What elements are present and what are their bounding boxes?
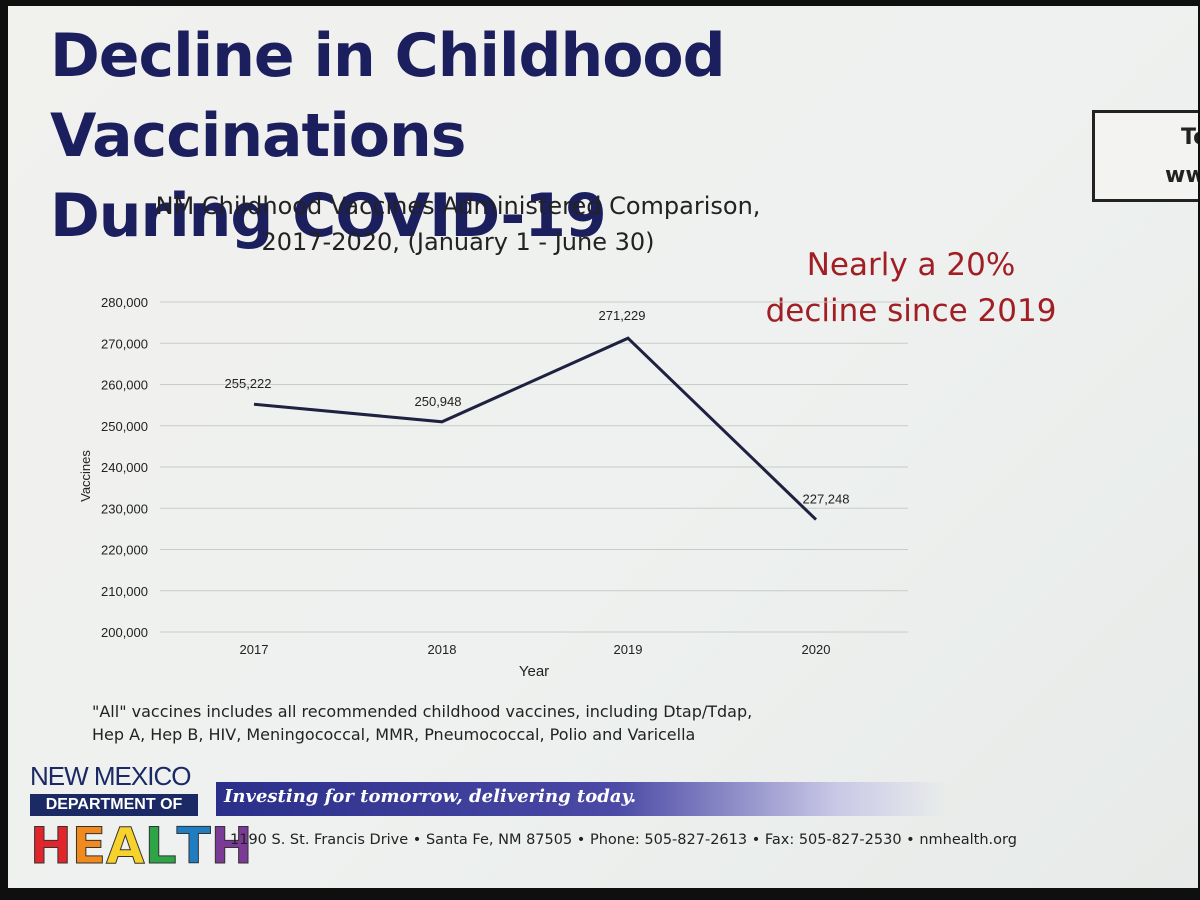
y-axis-label: Vaccines <box>78 450 93 502</box>
logo-health-letter: E <box>71 817 107 876</box>
y-tick-label: 270,000 <box>101 336 148 351</box>
chart-footnote: "All" vaccines includes all recommended … <box>92 700 812 746</box>
chart-footnote-line-1: "All" vaccines includes all recommended … <box>92 702 753 721</box>
logo-health-letter: H <box>30 817 73 876</box>
logo-department-of: DEPARTMENT OF <box>30 794 198 816</box>
slide-title: Decline in Childhood Vaccinations During… <box>50 16 1110 256</box>
series-line <box>253 336 818 521</box>
line-chart: 200,000 210,000 220,000 230,000 240,000 250,0… <box>78 295 908 680</box>
slide: Decline in Childhood Vaccinations During… <box>8 6 1198 888</box>
data-label: 255,222 <box>225 376 272 391</box>
slide-title-line-2: During COVID-19 <box>50 181 607 251</box>
y-tick-label: 240,000 <box>101 460 148 475</box>
data-label: 271,229 <box>599 308 646 323</box>
chart-title: NM Childhood Vaccines Administered Compa… <box>108 188 808 260</box>
x-tick-label: 2019 <box>614 642 643 657</box>
logo-health-letter: H <box>210 817 253 876</box>
callout-text-line-2: ww <box>1165 163 1198 188</box>
slide-title-line-1: Decline in Childhood Vaccinations <box>50 21 726 171</box>
y-tick-label: 260,000 <box>101 378 148 393</box>
x-tick-label: 2020 <box>802 642 831 657</box>
y-tick-label: 250,000 <box>101 419 148 434</box>
callout-text-line-1: To <box>1181 125 1198 150</box>
decline-annotation-line-1: Nearly a 20% <box>806 247 1016 283</box>
cropped-callout-box: To ww <box>1092 110 1198 202</box>
slogan-banner: Investing for tomorrow, delivering today… <box>216 782 946 816</box>
y-tick-label: 220,000 <box>101 543 148 558</box>
y-tick-labels: 200,000 210,000 220,000 230,000 240,000 250,0… <box>101 295 148 640</box>
y-tick-label: 230,000 <box>101 501 148 516</box>
x-axis-label: Year <box>519 663 549 680</box>
logo-health-letter: T <box>176 817 211 876</box>
chart-title-line-1: NM Childhood Vaccines Administered Compa… <box>155 192 761 220</box>
chart-title-line-2: 2017-2020, (January 1 - June 30) <box>261 228 655 256</box>
x-tick-labels: 2017 2018 2019 2020 <box>240 642 831 657</box>
contact-address: 1190 S. St. Francis Drive • Santa Fe, NM… <box>230 832 1017 848</box>
data-label: 227,248 <box>803 492 850 507</box>
y-tick-label: 210,000 <box>101 584 148 599</box>
x-tick-label: 2018 <box>428 642 457 657</box>
decline-annotation-line-2: decline since 2019 <box>765 293 1057 329</box>
logo-new-mexico: NEW MEXICO <box>30 761 191 791</box>
decline-annotation: Nearly a 20% decline since 2019 <box>746 242 1076 334</box>
y-tick-label: 280,000 <box>101 295 148 310</box>
x-tick-label: 2017 <box>240 642 269 657</box>
y-tick-label: 200,000 <box>101 625 148 640</box>
logo-health-letter: A <box>106 817 146 876</box>
chart-footnote-line-2: Hep A, Hep B, HIV, Meningococcal, MMR, P… <box>92 725 696 744</box>
grid-lines <box>160 301 908 633</box>
slogan-text: Investing for tomorrow, delivering today… <box>224 786 637 807</box>
data-label: 250,948 <box>415 394 462 409</box>
series-line-group <box>253 336 818 521</box>
data-labels: 255,222 250,948 271,229 227,248 <box>225 308 850 506</box>
logo-health-letter: L <box>144 817 177 876</box>
